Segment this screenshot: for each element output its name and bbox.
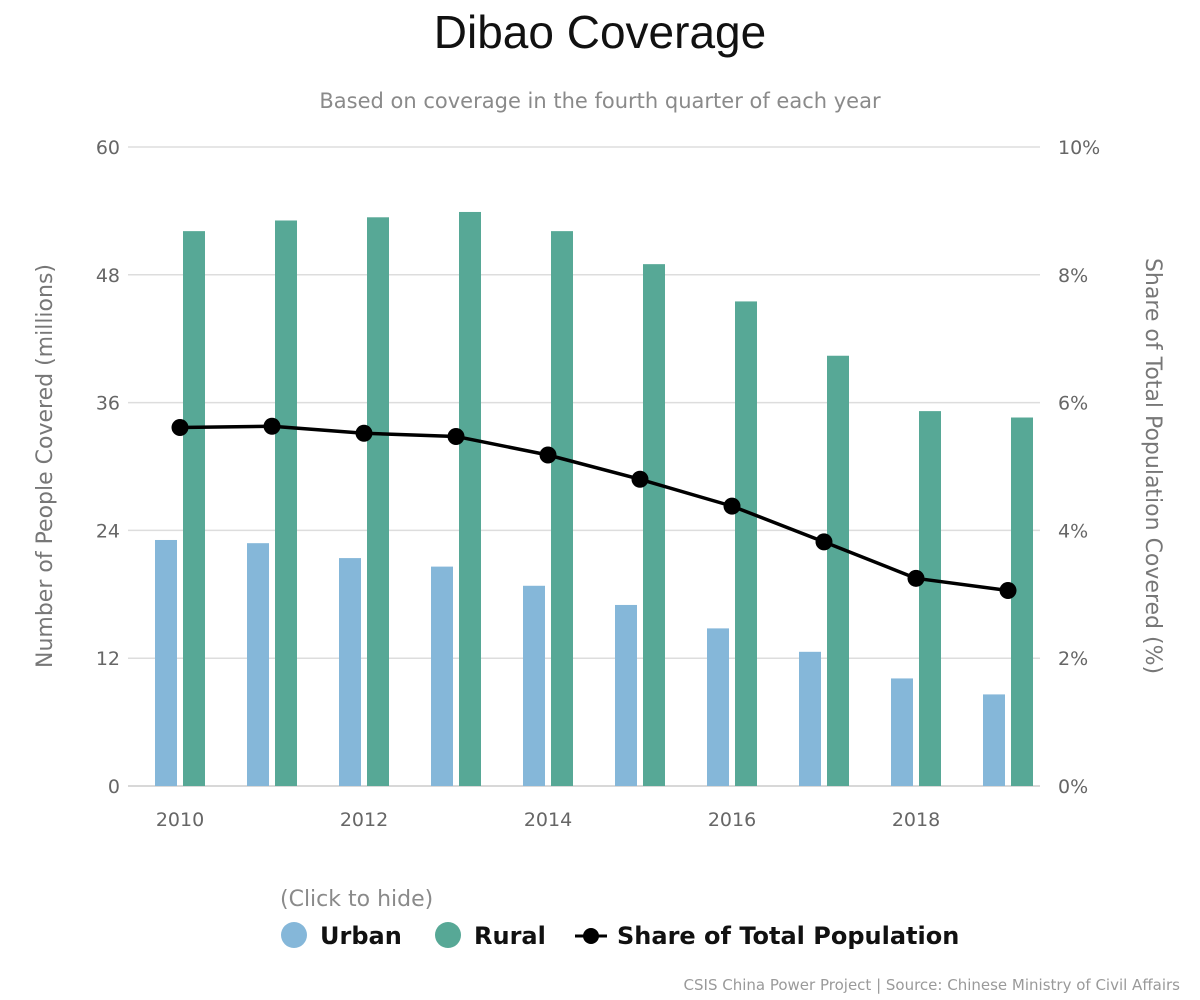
share-point-2017 [815,533,833,551]
x-tick-label: 2016 [708,809,756,831]
right-tick-label: 10% [1058,137,1100,159]
rural-bar-2013 [459,211,481,787]
rural-bar-2014 [551,231,573,786]
urban-bar-2013 [431,566,453,786]
right-tick-label: 2% [1058,648,1088,670]
urban-bar-2010 [155,539,177,786]
rural-bar-2012 [367,217,389,787]
left-tick-label: 12 [96,648,120,670]
rural-bar-2019 [1011,417,1033,786]
x-tick-label: 2010 [156,809,204,831]
share-point-2016 [723,497,741,515]
share-point-2013 [447,427,465,445]
right-tick-label: 8% [1058,265,1088,287]
x-tick-label: 2018 [892,809,940,831]
chart-subtitle: Based on coverage in the fourth quarter … [319,89,881,113]
urban-bar-2019 [983,694,1005,786]
left-tick-label: 0 [108,776,120,798]
legend-label-share: Share of Total Population [617,922,959,950]
circle-marker-icon [281,922,307,948]
share-point-2018 [907,569,925,587]
rural-bar-2016 [735,301,757,786]
share-point-2011 [263,417,281,435]
share-line-series [171,417,1017,599]
rural-bar-2011 [275,220,297,787]
legend-item-urban[interactable]: Urban [281,922,402,950]
rural-bar-2015 [643,264,665,786]
urban-bar-2015 [615,604,637,786]
urban-bars [155,539,1005,786]
legend-hint: (Click to hide) [280,887,433,912]
left-tick-label: 48 [96,265,120,287]
legend-item-share[interactable]: Share of Total Population [575,922,959,950]
urban-bar-2018 [891,678,913,786]
x-axis-ticks: 2010 2012 2014 2016 2018 [156,809,940,831]
left-tick-label: 60 [96,137,120,159]
source-credit: CSIS China Power Project | Source: Chine… [684,976,1181,994]
rural-bar-2010 [183,231,205,786]
legend-label-urban: Urban [320,922,402,950]
urban-bar-2017 [799,651,821,786]
right-tick-label: 4% [1058,520,1088,542]
left-tick-label: 36 [96,393,120,415]
left-tick-label: 24 [96,520,120,542]
legend-label-rural: Rural [474,922,546,950]
legend-item-rural[interactable]: Rural [435,922,546,950]
x-tick-label: 2014 [524,809,572,831]
chart-title: Dibao Coverage [434,6,766,58]
share-line [179,424,1009,593]
right-tick-label: 0% [1058,776,1088,798]
urban-bar-2011 [247,543,269,786]
right-axis-title: Share of Total Population Covered (%) [1140,258,1165,674]
urban-bar-2012 [339,558,361,786]
share-point-2019 [999,581,1017,599]
x-tick-label: 2012 [340,809,388,831]
urban-bar-2016 [707,628,729,786]
share-point-2012 [355,424,373,442]
rural-bar-2017 [827,355,849,786]
left-axis-ticks: 0 12 24 36 48 60 [96,137,120,798]
share-point-2010 [171,419,189,437]
urban-bar-2014 [523,585,545,786]
share-point-2014 [539,446,557,464]
right-axis-ticks: 0% 2% 4% 6% 8% 10% [1058,137,1100,798]
circle-marker-icon [435,922,461,948]
share-point-2015 [631,470,649,488]
rural-bar-2018 [919,411,941,786]
rural-bars [183,211,1033,787]
line-marker-icon [575,928,607,944]
left-axis-title: Number of People Covered (millions) [33,264,58,668]
right-tick-label: 6% [1058,393,1088,415]
